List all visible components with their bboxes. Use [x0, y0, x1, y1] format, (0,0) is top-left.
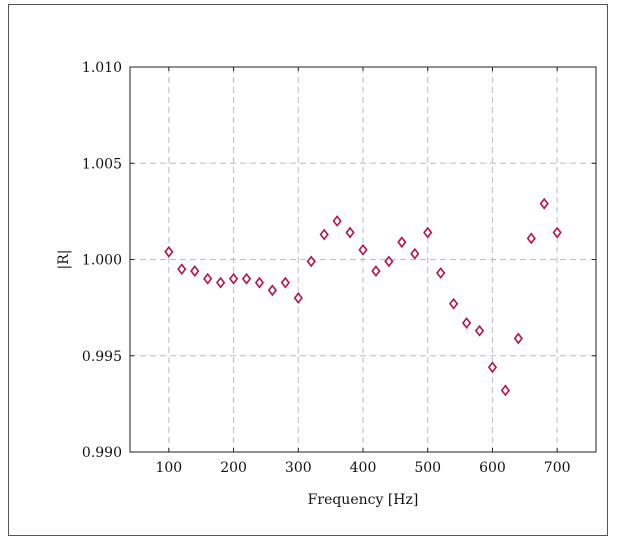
- data-point: [203, 272, 213, 285]
- data-point: [345, 226, 355, 239]
- data-point: [319, 228, 329, 241]
- y-tick-label: 1.005: [82, 156, 122, 172]
- y-tick-label: 0.990: [82, 445, 122, 461]
- data-point: [215, 276, 226, 289]
- y-tick-label: 1.000: [82, 253, 122, 269]
- data-markers: [164, 197, 562, 397]
- data-point: [384, 255, 394, 268]
- data-point: [164, 245, 174, 258]
- data-point: [228, 272, 239, 285]
- grid-lines: [130, 66, 596, 453]
- x-tick-label: 400: [350, 460, 377, 476]
- x-tick-label: 200: [220, 460, 247, 476]
- data-point: [423, 226, 433, 239]
- data-point: [436, 267, 446, 279]
- x-tick-label: 500: [414, 460, 441, 476]
- data-point: [254, 276, 265, 289]
- data-point: [513, 332, 523, 345]
- figure-frame: [8, 4, 608, 536]
- data-point: [410, 247, 420, 260]
- data-point: [526, 232, 536, 245]
- data-point: [190, 265, 200, 277]
- data-point: [332, 215, 342, 227]
- data-point: [371, 265, 381, 277]
- data-point: [358, 243, 368, 256]
- x-tick-label: 700: [544, 460, 571, 476]
- data-point: [241, 272, 252, 285]
- y-axis-label: |R|: [56, 250, 72, 270]
- data-point: [280, 276, 290, 289]
- x-tick-label: 600: [479, 460, 506, 476]
- data-point: [306, 255, 316, 268]
- data-point: [552, 226, 562, 239]
- y-tick-label: 0.995: [82, 349, 122, 365]
- data-point: [500, 384, 511, 397]
- x-axis-label: Frequency [Hz]: [308, 492, 419, 508]
- data-point: [487, 361, 498, 374]
- data-point: [177, 263, 187, 276]
- data-point: [461, 317, 472, 329]
- data-point: [267, 284, 278, 297]
- data-point: [448, 297, 459, 310]
- data-point: [474, 324, 485, 337]
- x-tick-label: 300: [285, 460, 312, 476]
- x-tick-label: 100: [155, 460, 182, 476]
- ticks: 100 200 300 400 500 600 700 0.990 0.995 1.000 1.00…: [82, 60, 596, 476]
- data-point: [293, 292, 303, 304]
- data-point: [397, 236, 407, 249]
- y-tick-label: 1.010: [82, 60, 122, 76]
- data-point: [539, 197, 549, 210]
